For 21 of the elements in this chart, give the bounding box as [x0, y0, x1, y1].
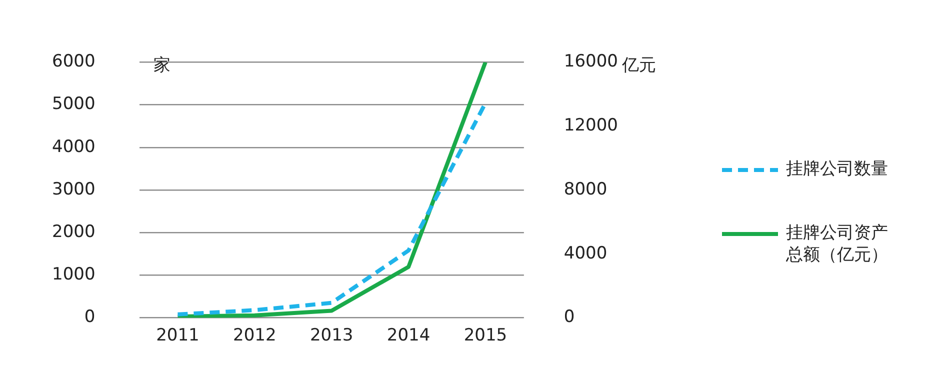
y-tick-label: 6000: [52, 52, 96, 72]
legend-label: 挂牌公司数量: [786, 158, 889, 180]
y-tick-label: 0: [84, 307, 96, 328]
y2-tick-label: 4000: [564, 243, 608, 264]
y-tick-label: 5000: [52, 94, 96, 114]
y-tick-label: 1000: [52, 264, 96, 285]
y-axis-title: 家: [153, 56, 170, 76]
y2-tick-label: 8000: [564, 179, 608, 200]
y2-tick-label: 12000: [564, 116, 618, 136]
x-tick-label: 2011: [156, 325, 200, 346]
x-tick-label: 2013: [310, 325, 354, 346]
x-tick-label: 2014: [386, 325, 430, 346]
x-tick-label: 2012: [233, 325, 276, 346]
y2-axis-title: 亿元: [621, 56, 656, 76]
y-tick-label: 4000: [52, 136, 96, 157]
y-tick-label: 3000: [52, 179, 96, 200]
legend-label: 挂牌公司资产总额（亿元）: [786, 222, 889, 266]
y-tick-label: 2000: [52, 222, 96, 242]
y2-tick-label: 16000: [564, 52, 618, 72]
y2-tick-label: 0: [564, 307, 575, 328]
x-tick-label: 2015: [464, 325, 508, 346]
